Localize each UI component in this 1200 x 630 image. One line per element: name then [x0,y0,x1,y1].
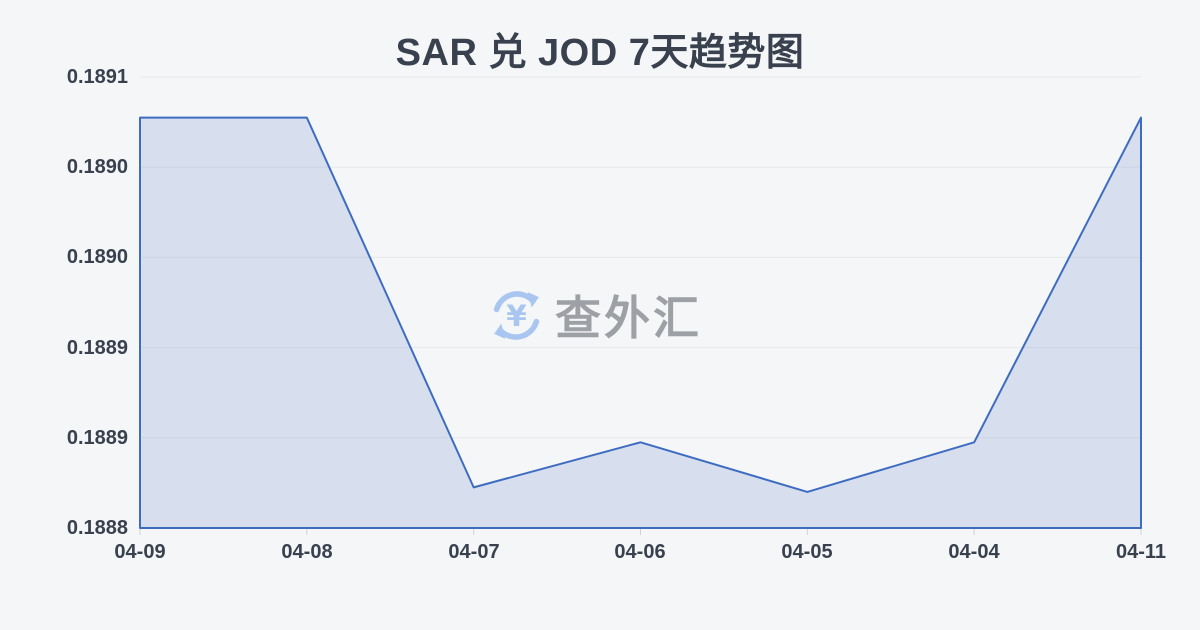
y-axis-tick-label: 0.1891 [66,66,128,88]
x-axis-tick-label: 04-09 [114,541,166,563]
chart-title: SAR 兑 JOD 7天趋势图 [395,32,805,74]
y-axis-tick-label: 0.1890 [66,156,128,178]
x-axis-tick-label: 04-05 [781,541,833,563]
currency-exchange-icon: ¥ [488,287,545,349]
x-axis-tick-label: 04-11 [1115,541,1167,563]
x-axis-tick-label: 04-06 [614,541,666,563]
y-axis-tick-label: 0.1890 [66,246,128,268]
y-axis-tick-label: 0.1889 [66,337,128,359]
watermark: ¥ 查外汇 [488,287,702,349]
y-axis-tick-label: 0.1889 [66,427,128,449]
x-axis-tick-label: 04-04 [948,541,1000,563]
x-axis-tick-label: 04-08 [281,541,333,563]
watermark-brand-text: 查外汇 [555,292,702,344]
x-axis-tick-label: 04-07 [448,541,500,563]
svg-text:¥: ¥ [506,299,527,333]
y-axis-tick-label: 0.1888 [66,517,128,539]
